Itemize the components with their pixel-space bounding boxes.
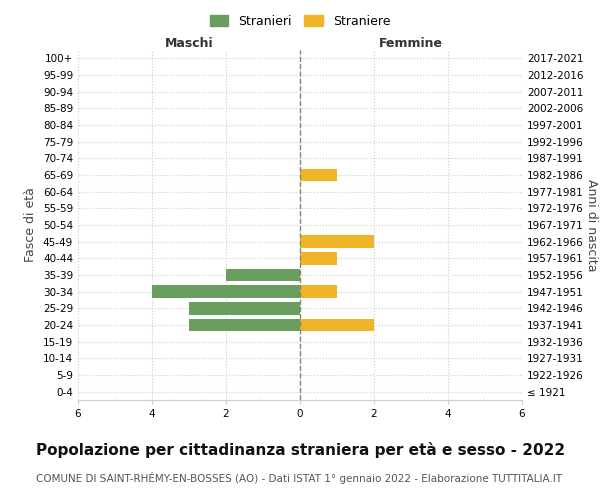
Bar — [189, 302, 300, 314]
Y-axis label: Anni di nascita: Anni di nascita — [584, 179, 598, 271]
Bar — [300, 286, 337, 298]
Y-axis label: Fasce di età: Fasce di età — [25, 188, 37, 262]
Legend: Stranieri, Straniere: Stranieri, Straniere — [206, 11, 394, 32]
Bar — [152, 286, 300, 298]
Text: Femmine: Femmine — [379, 37, 443, 50]
Text: COMUNE DI SAINT-RHÉMY-EN-BOSSES (AO) - Dati ISTAT 1° gennaio 2022 - Elaborazione: COMUNE DI SAINT-RHÉMY-EN-BOSSES (AO) - D… — [36, 472, 562, 484]
Bar — [226, 268, 300, 281]
Bar — [300, 168, 337, 181]
Text: Popolazione per cittadinanza straniera per età e sesso - 2022: Popolazione per cittadinanza straniera p… — [36, 442, 565, 458]
Bar — [189, 318, 300, 331]
Bar — [300, 236, 374, 248]
Bar — [300, 252, 337, 264]
Text: Maschi: Maschi — [164, 37, 214, 50]
Bar — [300, 318, 374, 331]
